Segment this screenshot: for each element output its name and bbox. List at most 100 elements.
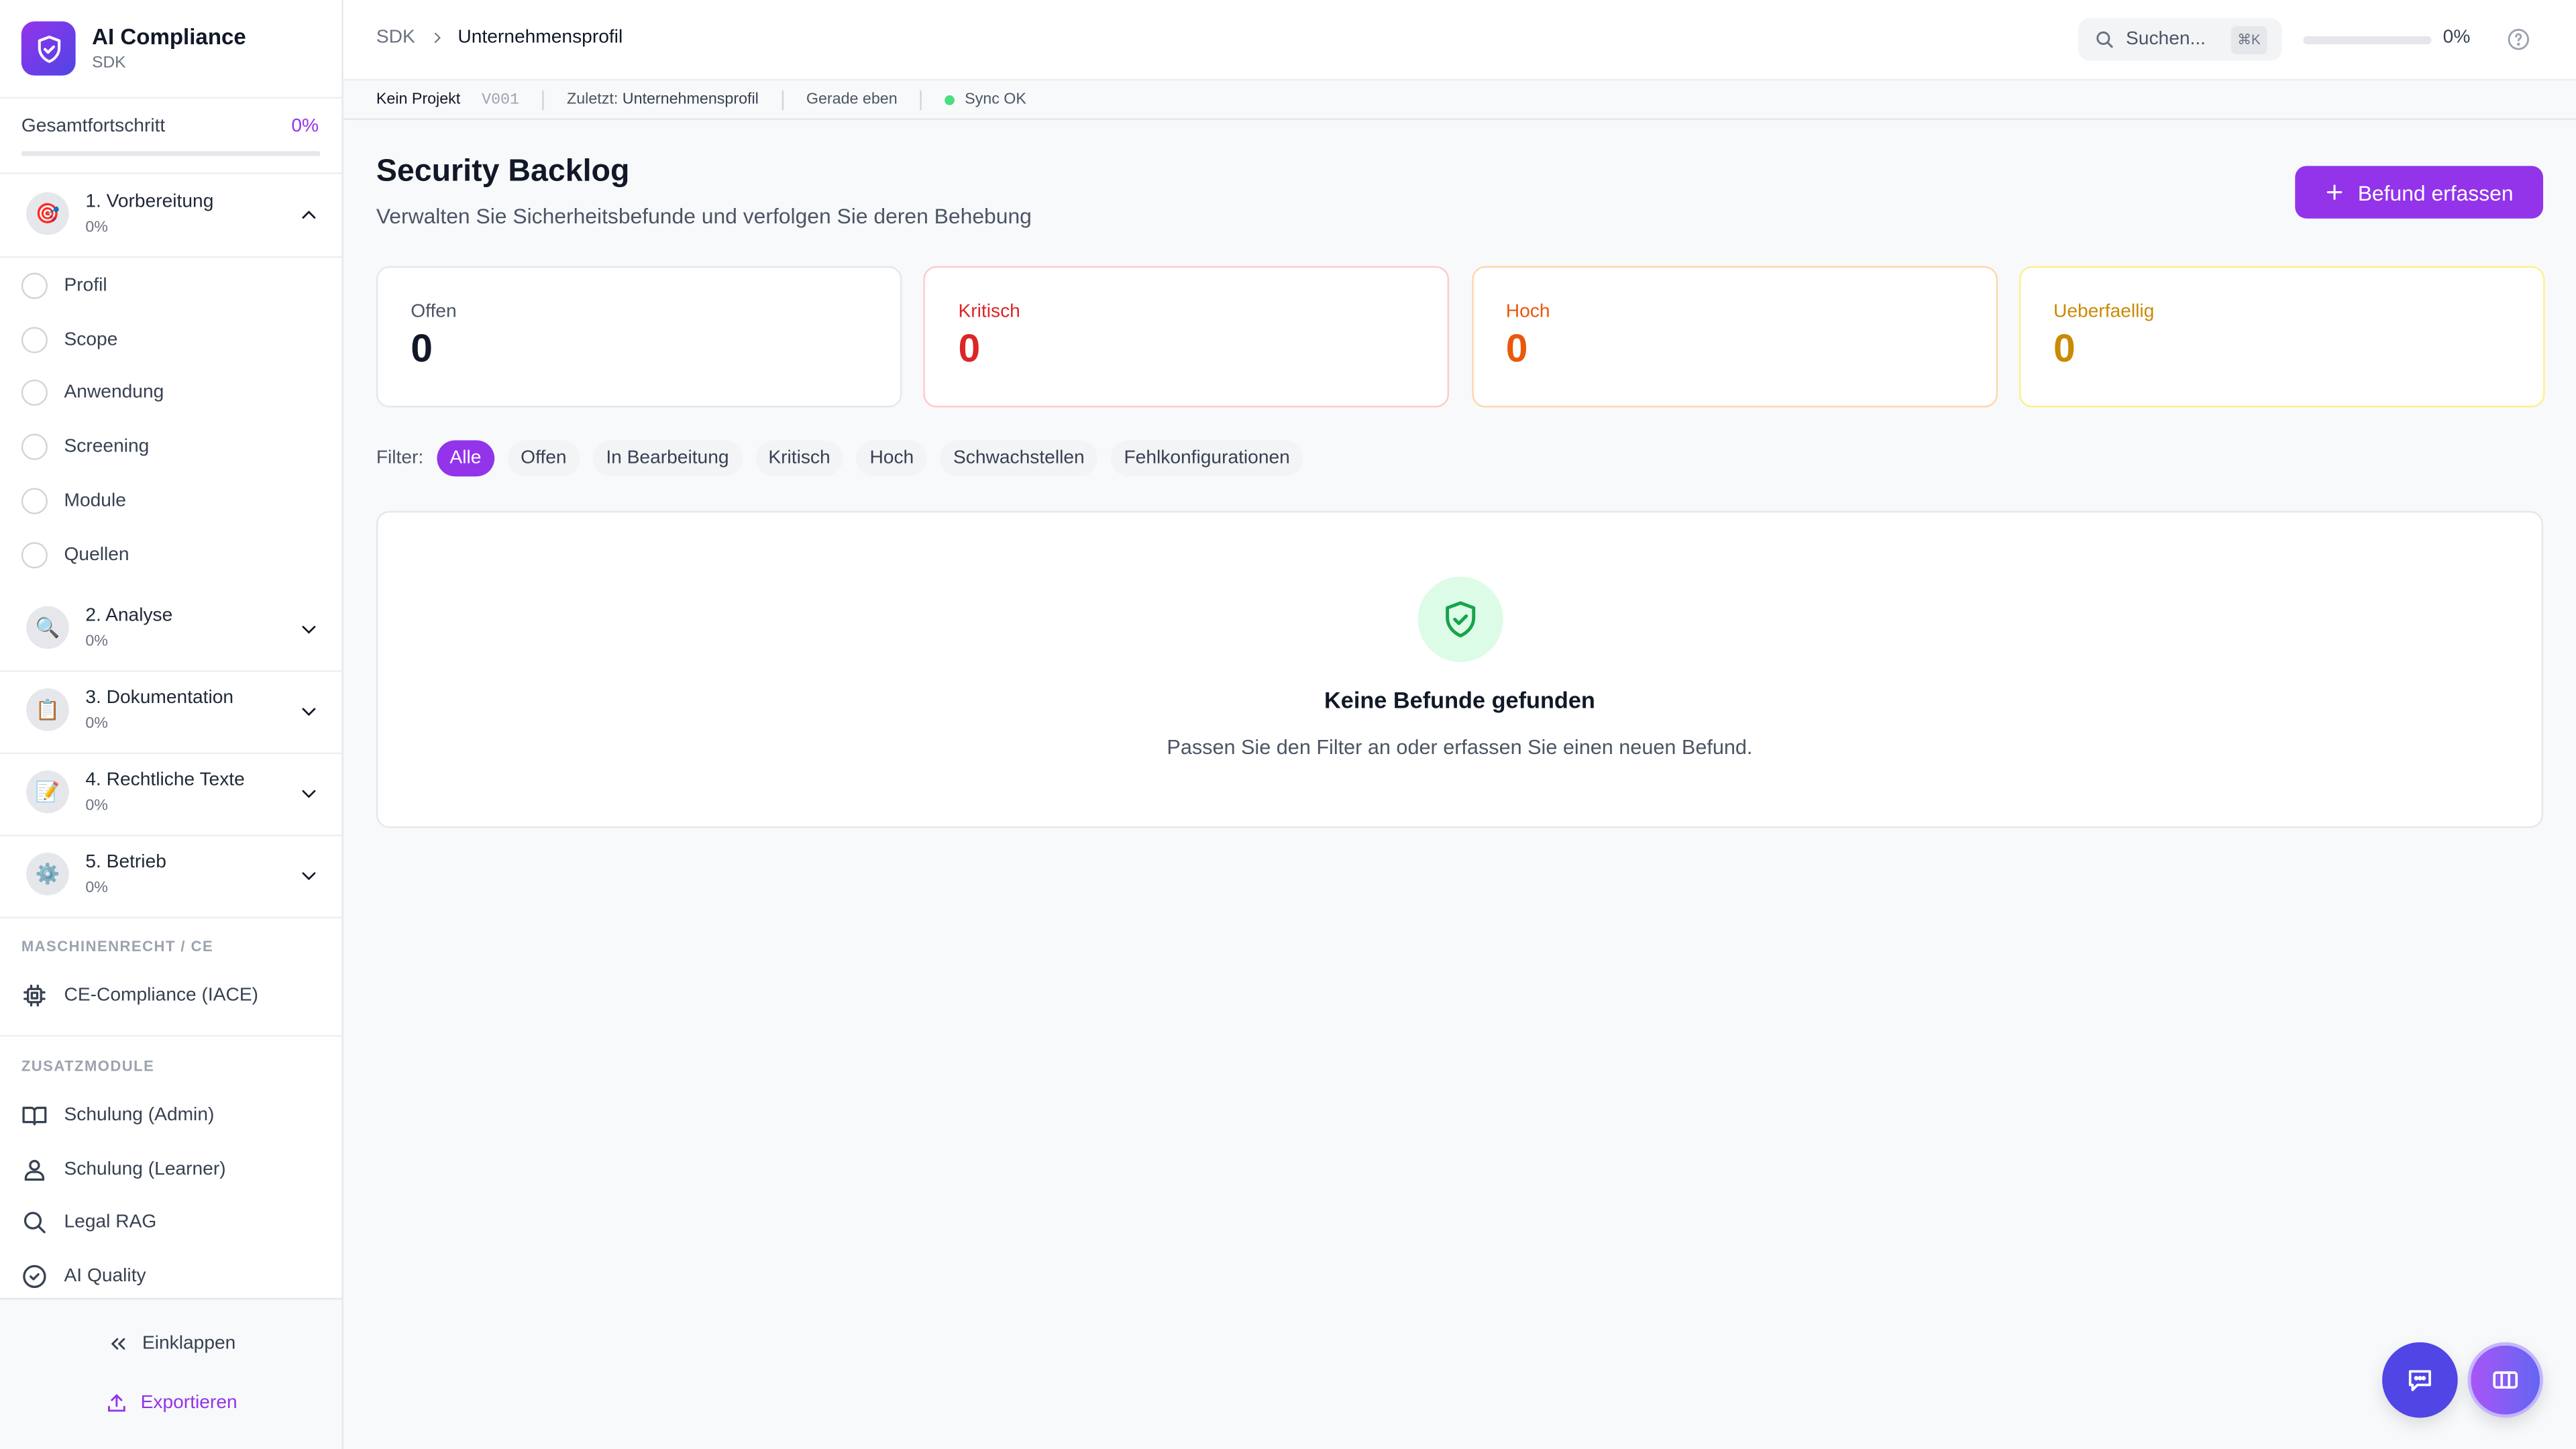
overall-progress-value: 0% — [291, 116, 319, 137]
sidebar-section-2[interactable]: 🔍 2. Analyse 0% — [0, 588, 341, 670]
divider — [0, 256, 342, 258]
empty-text: Passen Sie den Filter an oder erfassen S… — [1167, 736, 1753, 759]
collapse-button[interactable]: Einklappen — [0, 1332, 341, 1355]
chevron-down-icon — [302, 790, 316, 798]
filter-chip-kritisch[interactable]: Kritisch — [755, 440, 844, 477]
stat-card-hoch: Hoch 0 — [1471, 266, 1997, 408]
status-circle-icon — [21, 380, 48, 407]
filter-chip-in-bearbeitung[interactable]: In Bearbeitung — [592, 440, 743, 477]
chevron-right-icon — [433, 32, 441, 44]
overall-progress-bar — [21, 151, 321, 156]
stat-label: Kritisch — [958, 302, 1020, 323]
sidebar-item-screening[interactable]: Screening — [21, 431, 149, 464]
sidebar-nav-item[interactable]: CE-Compliance (IACE) — [21, 981, 258, 1010]
nav-label: Schulung (Admin) — [64, 1106, 215, 1126]
stat-value: 0 — [2053, 327, 2076, 372]
divider — [0, 670, 342, 672]
chip-icon — [23, 984, 46, 1007]
chat-button[interactable] — [2382, 1342, 2458, 1418]
status-bar: Kein Projekt V001 Zuletzt: Unternehmensp… — [343, 80, 2576, 120]
stat-card-ueberfaellig: Ueberfaellig 0 — [2019, 266, 2545, 408]
sidebar-section-3[interactable]: 📋 3. Dokumentation 0% — [0, 670, 341, 752]
separator — [920, 89, 922, 109]
section-progress: 0% — [85, 218, 108, 237]
header-progress-value: 0% — [2443, 28, 2471, 48]
magnifier-emoji: 🔍 — [26, 606, 69, 649]
group-label: ZUSATZMODULE — [21, 1058, 155, 1075]
group-label: MASCHINENRECHT / CE — [21, 938, 214, 955]
sidebar-item-anwendung[interactable]: Anwendung — [21, 377, 164, 410]
columns-icon — [2493, 1371, 2518, 1389]
add-finding-button[interactable]: Befund erfassen — [2295, 166, 2544, 219]
section-icon-glyph: 🎯 — [35, 202, 60, 225]
sidebar-footer: Einklappen Exportieren — [0, 1297, 342, 1449]
section-progress: 0% — [85, 714, 108, 733]
empty-state: Keine Befunde gefunden Passen Sie den Fi… — [376, 511, 2544, 828]
section-title: 1. Vorbereitung — [85, 192, 214, 212]
search-button[interactable]: Suchen... ⌘K — [2078, 17, 2282, 61]
breadcrumb: SDK Unternehmensprofil — [376, 28, 623, 48]
help-icon[interactable] — [2507, 28, 2530, 51]
user-icon — [24, 1159, 45, 1181]
filter-chip-fehlkonfigurationen[interactable]: Fehlkonfigurationen — [1110, 440, 1303, 477]
stat-label: Ueberfaellig — [2053, 302, 2155, 323]
stat-label: Offen — [411, 302, 457, 323]
filter-label: Filter: — [376, 448, 424, 468]
breadcrumb-root[interactable]: SDK — [376, 28, 415, 48]
empty-icon-badge — [1417, 576, 1503, 662]
sidebar: AI Compliance SDK Gesamtfortschritt 0% 🎯… — [0, 0, 343, 1449]
project-version: V001 — [482, 90, 519, 109]
add-finding-label: Befund erfassen — [2357, 180, 2514, 205]
divider — [0, 97, 342, 99]
sidebar-section-5[interactable]: ⚙️ 5. Betrieb 0% — [0, 835, 341, 916]
filter-chip-schwachstellen[interactable]: Schwachstellen — [940, 440, 1098, 477]
filter-chip-hoch[interactable]: Hoch — [856, 440, 927, 477]
gear-emoji: ⚙️ — [26, 853, 69, 896]
overall-progress-label: Gesamtfortschritt — [21, 116, 166, 137]
sidebar-nav-item[interactable]: Legal RAG — [21, 1208, 156, 1237]
sidebar-item-profil[interactable]: Profil — [21, 270, 107, 303]
section-icon-glyph: 📋 — [35, 698, 60, 722]
header-progress-bar — [2303, 36, 2432, 45]
sync-status: Sync OK — [965, 90, 1026, 109]
divider — [0, 1034, 342, 1037]
shield-check-icon — [37, 34, 60, 62]
sidebar-item-scope[interactable]: Scope — [21, 323, 118, 356]
chat-icon — [2408, 1370, 2431, 1391]
status-circle-icon — [21, 326, 48, 353]
app-title: AI Compliance — [92, 24, 246, 50]
sidebar-section-1[interactable]: 🎯 1. Vorbereitung 0% — [0, 174, 341, 256]
status-circle-icon — [21, 487, 48, 515]
section-icon-glyph: 🔍 — [35, 616, 60, 639]
panel-toggle-button[interactable] — [2467, 1342, 2544, 1418]
nav-label: Schulung (Learner) — [64, 1159, 226, 1180]
section-title: 4. Rechtliche Texte — [85, 770, 245, 790]
stat-value: 0 — [1505, 327, 1528, 372]
status-circle-icon — [21, 433, 48, 460]
divider — [0, 172, 342, 174]
memo-emoji: 📝 — [26, 770, 69, 814]
app-subtitle: SDK — [92, 54, 126, 72]
clipboard-emoji: 📋 — [26, 688, 69, 731]
search-placeholder: Suchen... — [2126, 30, 2206, 50]
section-title: 3. Dokumentation — [85, 688, 234, 708]
sidebar-nav-item[interactable]: Schulung (Admin) — [21, 1101, 215, 1130]
stat-card-offen: Offen 0 — [376, 266, 902, 408]
sidebar-item-module[interactable]: Module — [21, 484, 126, 517]
sidebar-nav-item[interactable]: Schulung (Learner) — [21, 1155, 226, 1185]
filter-chip-offen[interactable]: Offen — [507, 440, 580, 477]
chevron-up-icon — [302, 211, 316, 219]
section-progress: 0% — [85, 796, 108, 815]
chevron-down-icon — [302, 872, 316, 881]
export-button[interactable]: Exportieren — [0, 1391, 341, 1414]
sidebar-item-quellen[interactable]: Quellen — [21, 538, 129, 571]
section-progress: 0% — [85, 632, 108, 651]
page-subtitle: Verwalten Sie Sicherheitsbefunde und ver… — [376, 203, 1032, 229]
chevrons-left-icon — [110, 1338, 125, 1350]
filter-chip-alle[interactable]: Alle — [436, 440, 494, 477]
sidebar-section-4[interactable]: 📝 4. Rechtliche Texte 0% — [0, 753, 341, 835]
sidebar-item-label: Scope — [64, 329, 118, 350]
sidebar-item-label: Quellen — [64, 544, 129, 565]
sidebar-nav-item[interactable]: AI Quality — [21, 1262, 146, 1291]
project-name[interactable]: Kein Projekt — [376, 90, 461, 109]
